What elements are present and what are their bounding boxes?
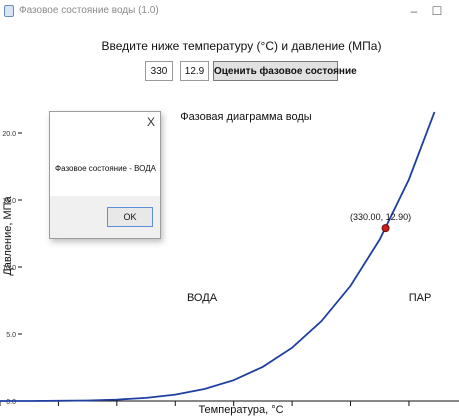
dialog-close-button[interactable]: X <box>146 115 155 129</box>
y-tick-label: 20.0 <box>2 131 16 138</box>
temperature-input[interactable] <box>145 61 173 81</box>
state-point-label: (330.00, 12.90) <box>350 212 411 222</box>
dialog-message: Фазовое состояние - ВОДА <box>55 164 156 173</box>
title-bar: Фазовое состояние воды (1.0) – ☐ <box>0 0 459 26</box>
minimize-button[interactable]: – <box>410 4 418 18</box>
maximize-button[interactable]: ☐ <box>431 4 443 18</box>
y-ticks: 0.0 5.0 10.0 15.0 20.0 <box>2 131 22 406</box>
dialog-footer: OK <box>50 196 160 238</box>
liquid-region-label: ВОДА <box>187 292 218 304</box>
estimate-phase-button[interactable]: Оценить фазовое состояние <box>213 61 357 81</box>
phase-result-dialog: X Фазовое состояние - ВОДА OK <box>49 111 161 239</box>
input-prompt: Введите ниже температуру (°C) и давление… <box>101 39 382 53</box>
y-tick-label: 5.0 <box>6 332 16 339</box>
y-tick-label: 0.0 <box>6 399 16 406</box>
x-ticks <box>0 401 410 406</box>
app-icon <box>4 5 14 17</box>
vapor-region-label: ПАР <box>409 292 432 304</box>
window-title: Фазовое состояние воды (1.0) <box>19 5 159 16</box>
dialog-ok-button[interactable]: OK <box>107 207 153 227</box>
x-axis-label: Температура, °C <box>198 404 283 416</box>
y-axis-label: Давление, МПа <box>2 195 14 275</box>
y-tick-label: 10.0 <box>2 265 16 272</box>
saturation-curve <box>0 111 436 402</box>
chart-title: Фазовая диаграмма воды <box>180 111 311 123</box>
pressure-input[interactable] <box>180 61 209 81</box>
state-point-marker <box>381 224 390 233</box>
y-tick-label: 15.0 <box>2 198 16 205</box>
